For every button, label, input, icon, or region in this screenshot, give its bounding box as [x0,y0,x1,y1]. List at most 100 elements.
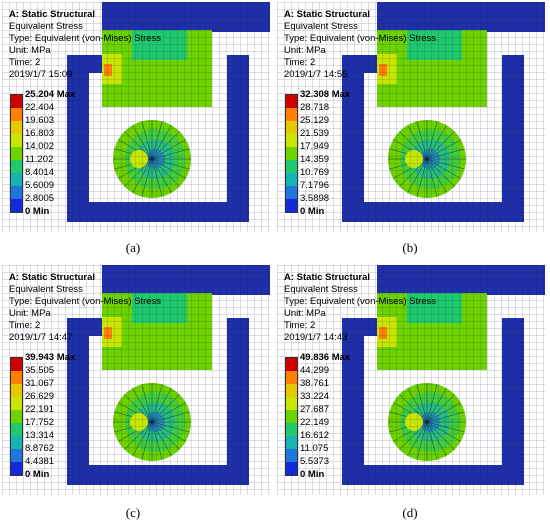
legend-tick-label: 5.5373 [300,456,330,467]
legend-swatch [286,173,297,186]
color-legend: 25.204 Max 22.404 19.603 16.803 14.002 11.202… [10,89,110,226]
legend-swatch [286,95,297,108]
legend-min-label: 0 Min [25,206,50,217]
result-unit: Unit: MPa [284,308,326,319]
legend-swatch [286,121,297,134]
analysis-title: A: Static Structural [284,272,371,283]
legend-swatch [286,410,297,423]
legend-tick-label: 44.299 [300,365,330,376]
result-time: Time: 2 [284,57,316,68]
fea-panel-1: A: Static Structural Equivalent Stress T… [2,2,270,232]
legend-swatch [11,108,22,121]
result-unit: Unit: MPa [9,45,51,56]
legend-swatch [286,423,297,436]
legend-swatch [286,199,297,212]
legend-min-label: 0 Min [300,469,325,480]
legend-color-bar [285,94,298,213]
legend-max-label: 49.836 Max [300,352,351,363]
legend-tick-label: 33.224 [300,391,330,402]
legend-swatch [11,147,22,160]
legend-tick-label: 5.6009 [25,180,55,191]
panel-caption: (a) [125,240,141,255]
legend-swatch [286,384,297,397]
result-date: 2019/1/7 14:43 [284,332,348,343]
legend-tick-label: 35.505 [25,365,55,376]
legend-swatch [11,371,22,384]
result-info: A: Static Structural Equivalent Stress T… [9,272,161,344]
result-time: Time: 2 [9,57,41,68]
legend-tick-label: 22.149 [300,417,330,428]
legend-swatch [11,186,22,199]
legend-tick-label: 21.539 [300,128,330,139]
legend-swatch [286,147,297,160]
result-time: Time: 2 [9,320,41,331]
legend-swatch [286,186,297,199]
legend-color-bar [10,94,23,213]
legend-tick-label: 10.769 [300,167,330,178]
result-date: 2019/1/7 14:47 [9,332,73,343]
legend-swatch [286,449,297,462]
legend-swatch [286,436,297,449]
legend-tick-label: 14.002 [25,141,55,152]
legend-tick-label: 28.718 [300,102,330,113]
result-unit: Unit: MPa [9,308,51,319]
legend-tick-label: 25.129 [300,115,330,126]
legend-swatch [11,95,22,108]
stress-contour-plot [2,265,270,495]
result-name: Equivalent Stress [9,21,83,32]
legend-color-bar [10,357,23,476]
legend-tick-label: 3.5898 [300,193,330,204]
result-name: Equivalent Stress [9,284,83,295]
legend-swatch [11,121,22,134]
legend-swatch [11,134,22,147]
legend-min-label: 0 Min [25,469,50,480]
panel-caption: (b) [402,240,418,255]
legend-tick-label: 17.752 [25,417,55,428]
legend-swatch [286,462,297,475]
legend-max-label: 39.943 Max [25,352,76,363]
legend-swatch [11,199,22,212]
legend-tick-label: 17.949 [300,141,330,152]
result-info: A: Static Structural Equivalent Stress T… [284,9,436,81]
legend-tick-label: 4.4381 [25,456,55,467]
legend-swatch [286,108,297,121]
result-name: Equivalent Stress [284,284,358,295]
legend-max-label: 32.308 Max [300,89,351,100]
analysis-title: A: Static Structural [284,9,371,20]
legend-swatch [11,358,22,371]
stress-contour-plot [277,265,545,495]
stress-contour-plot [2,2,270,232]
legend-tick-label: 8.8762 [25,443,55,454]
legend-tick-label: 38.761 [300,378,330,389]
legend-tick-label: 2.8005 [25,193,55,204]
fea-panel-4: A: Static Structural Equivalent Stress T… [277,265,545,495]
stress-contour-plot [277,2,545,232]
result-unit: Unit: MPa [284,45,326,56]
result-info: A: Static Structural Equivalent Stress T… [284,272,436,344]
legend-tick-label: 11.075 [300,443,329,454]
legend-swatch [11,449,22,462]
legend-swatch [286,134,297,147]
legend-swatch [11,436,22,449]
legend-tick-label: 22.404 [25,102,55,113]
result-info: A: Static Structural Equivalent Stress T… [9,9,161,81]
legend-color-bar [285,357,298,476]
fea-panel-2: A: Static Structural Equivalent Stress T… [277,2,545,232]
color-legend: 49.836 Max 44.299 38.761 33.224 27.687 22.149… [285,352,385,489]
result-type: Type: Equivalent (von-Mises) Stress [9,33,162,44]
legend-swatch [11,423,22,436]
legend-swatch [286,371,297,384]
legend-tick-label: 16.612 [300,430,330,441]
legend-tick-label: 16.803 [25,128,55,139]
legend-tick-label: 19.603 [25,115,55,126]
color-legend: 39.943 Max 35.505 31.067 26.629 22.191 17.752… [10,352,110,489]
legend-swatch [286,358,297,371]
legend-swatch [11,384,22,397]
result-type: Type: Equivalent (von-Mises) Stress [284,296,437,307]
legend-max-label: 25.204 Max [25,89,76,100]
result-type: Type: Equivalent (von-Mises) Stress [9,296,162,307]
legend-tick-label: 26.629 [25,391,55,402]
legend-tick-label: 22.191 [25,404,55,415]
legend-tick-label: 27.687 [300,404,330,415]
legend-swatch [11,462,22,475]
